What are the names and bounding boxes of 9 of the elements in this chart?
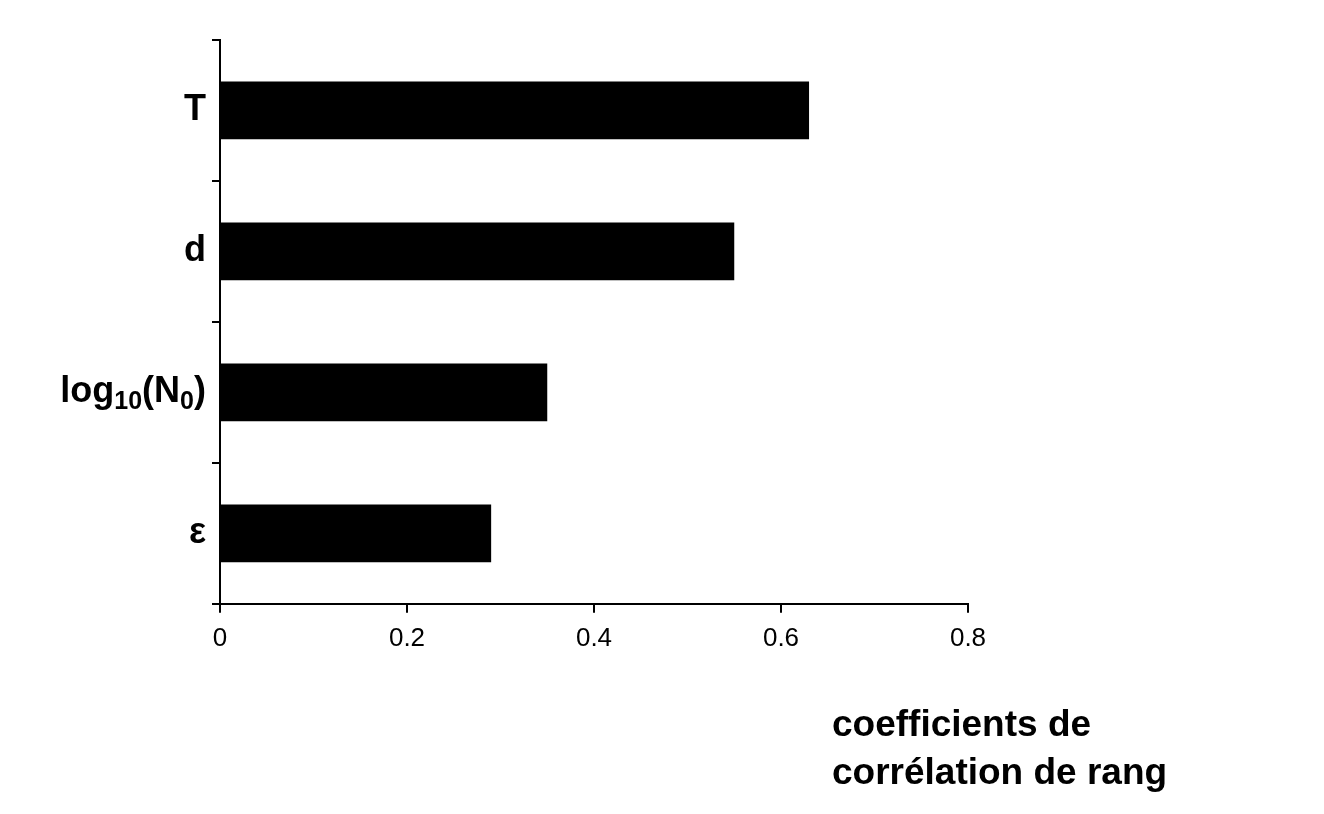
- x-tick-label: 0: [212, 621, 228, 652]
- x-tick-label: 0.4: [575, 621, 613, 652]
- x-tick-label: 0.6: [762, 621, 800, 652]
- x-tick-label: 0.8: [949, 621, 987, 652]
- y-tick-label: T: [184, 87, 207, 129]
- y-tick-label: d: [184, 228, 207, 270]
- x-axis-title: coefficients de corrélation de rang: [832, 702, 1168, 794]
- x-tick-label: 0.2: [388, 621, 426, 652]
- y-tick-label: ε: [188, 510, 207, 552]
